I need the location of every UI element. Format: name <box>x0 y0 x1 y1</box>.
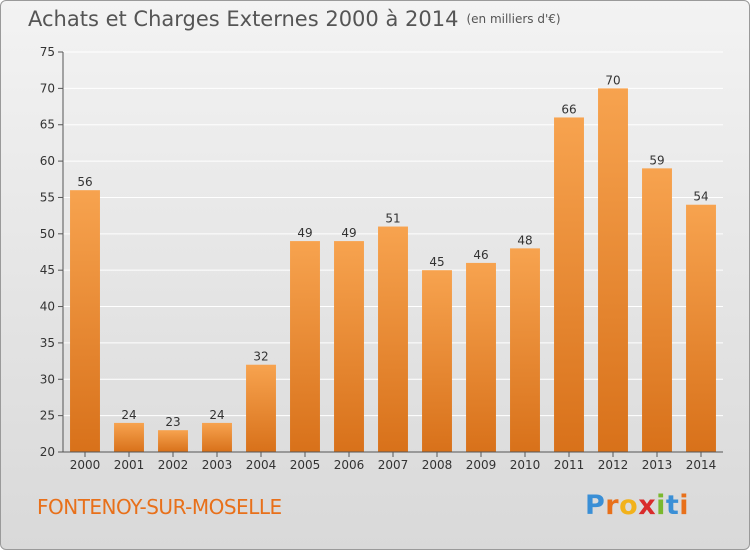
bar-value-label: 66 <box>561 102 576 116</box>
bar-value-label: 51 <box>385 212 400 226</box>
x-tick-label: 2005 <box>290 458 321 472</box>
bar-value-label: 49 <box>297 226 312 240</box>
y-tick-label: 75 <box>40 45 55 59</box>
bar-2001 <box>114 422 144 452</box>
bar-2012 <box>598 88 628 452</box>
bar-value-label: 70 <box>605 73 620 87</box>
y-tick-label: 25 <box>40 409 55 423</box>
x-tick-label: 2008 <box>422 458 453 472</box>
bars: 56 24 23 24 32 49 49 51 45 46 48 66 70 59 54 <box>70 73 716 453</box>
x-tick-label: 2000 <box>70 458 101 472</box>
x-tick-label: 2010 <box>510 458 541 472</box>
bar-value-label: 46 <box>473 248 488 262</box>
y-tick-label: 50 <box>40 227 55 241</box>
bar-value-label: 56 <box>77 175 92 189</box>
bar-value-label: 24 <box>209 408 224 422</box>
x-tick-label: 2003 <box>202 458 233 472</box>
logo-letter: r <box>605 490 620 521</box>
x-tick-label: 2011 <box>554 458 585 472</box>
bar-2002 <box>158 430 188 452</box>
x-tick-label: 2004 <box>246 458 277 472</box>
bar-2000 <box>70 190 100 452</box>
bar-2014 <box>686 204 716 452</box>
logo-letter: i <box>679 490 690 521</box>
bar-2010 <box>510 248 540 452</box>
logo-letter: P <box>585 490 606 521</box>
y-tick-label: 70 <box>40 81 55 95</box>
bar-2005 <box>290 241 320 452</box>
chart-title: Achats et Charges Externes 2000 à 2014 <box>28 7 459 31</box>
bar-value-label: 32 <box>253 350 268 364</box>
commune-name: FONTENOY-SUR-MOSELLE <box>37 495 282 519</box>
bar-2011 <box>554 117 584 453</box>
chart-subtitle: (en milliers d'€) <box>466 12 561 26</box>
bar-value-label: 49 <box>341 226 356 240</box>
bar-2006 <box>334 241 364 452</box>
logo-letter: t <box>665 490 680 521</box>
x-tick-label: 2002 <box>158 458 189 472</box>
bar-2013 <box>642 168 672 452</box>
y-tick-label: 40 <box>40 300 55 314</box>
x-tick-label: 2009 <box>466 458 497 472</box>
x-tick-label: 2006 <box>334 458 365 472</box>
y-tick-label: 60 <box>40 154 55 168</box>
x-tick-label: 2007 <box>378 458 409 472</box>
bar-2009 <box>466 262 496 452</box>
logo-letter: i <box>656 490 666 521</box>
bar-value-label: 23 <box>165 415 180 429</box>
proxiti-logo: Proxiti <box>585 490 689 521</box>
y-tick-label: 45 <box>40 263 55 277</box>
y-tick-label: 65 <box>40 118 55 132</box>
x-tick-label: 2014 <box>686 458 717 472</box>
axes: 20 25 30 35 40 45 50 55 60 65 70 75 2000 2001 2002 2003… <box>40 45 723 472</box>
bar-value-label: 54 <box>693 190 708 204</box>
logo-letter: o <box>619 490 639 521</box>
y-tick-label: 30 <box>40 372 55 386</box>
bar-value-label: 24 <box>121 408 136 422</box>
y-tick-label: 55 <box>40 190 55 204</box>
y-tick-label: 20 <box>40 445 55 459</box>
bar-2003 <box>202 422 232 452</box>
x-tick-label: 2001 <box>114 458 145 472</box>
bar-value-label: 48 <box>517 233 532 247</box>
y-tick-label: 35 <box>40 336 55 350</box>
bar-2007 <box>378 226 408 452</box>
x-tick-label: 2012 <box>598 458 629 472</box>
title-block: Achats et Charges Externes 2000 à 2014 (e… <box>28 7 561 31</box>
x-tick-label: 2013 <box>642 458 673 472</box>
bar-value-label: 59 <box>649 153 664 167</box>
logo-letter: x <box>638 490 657 521</box>
bar-2008 <box>422 270 452 452</box>
bar-2004 <box>246 364 276 452</box>
bar-value-label: 45 <box>429 255 444 269</box>
